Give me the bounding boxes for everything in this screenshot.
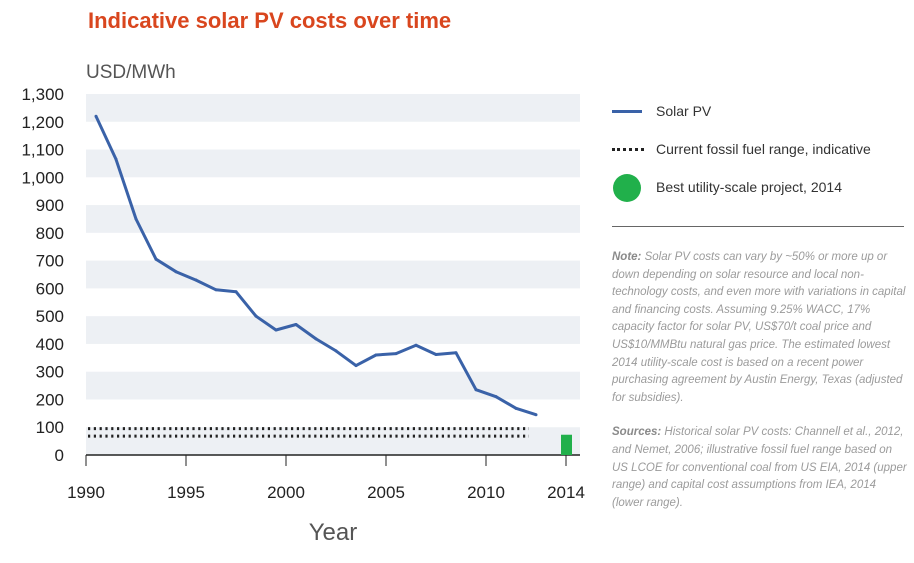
- solar-pv-point: [174, 270, 178, 274]
- x-tick-label: 2014: [547, 483, 585, 502]
- x-tick-label: 2000: [267, 483, 305, 502]
- y-tick-label: 700: [36, 252, 64, 271]
- sources-paragraph: Sources: Historical solar PV costs: Chan…: [612, 424, 908, 512]
- x-tick-label: 1990: [67, 483, 105, 502]
- grid-band: [86, 94, 580, 122]
- y-tick-label: 0: [55, 446, 64, 465]
- solar-pv-point: [214, 288, 218, 292]
- solar-pv-point: [134, 217, 138, 221]
- y-tick-label: 1,300: [21, 85, 64, 104]
- y-tick-label: 600: [36, 279, 64, 298]
- solar-pv-point: [394, 352, 398, 356]
- y-tick-label: 300: [36, 363, 64, 382]
- solar-pv-point: [374, 353, 378, 357]
- note-paragraph: Note: Solar PV costs can vary by ~50% or…: [612, 249, 908, 407]
- solar-pv-point: [414, 343, 418, 347]
- solar-pv-point: [354, 364, 358, 368]
- y-tick-label: 200: [36, 390, 64, 409]
- y-tick-label: 1,000: [21, 168, 64, 187]
- x-tick-label: 2010: [467, 483, 505, 502]
- x-tick-label: 1995: [167, 483, 205, 502]
- legend-item-solar-pv: Solar PV: [612, 96, 902, 134]
- legend-divider: [612, 226, 904, 227]
- solar-pv-point: [94, 114, 98, 118]
- solar-pv-point: [474, 388, 478, 392]
- solar-pv-point: [154, 257, 158, 261]
- solar-pv-point: [434, 352, 438, 356]
- legend-label-solar-pv: Solar PV: [656, 103, 712, 119]
- y-tick-label: 1,100: [21, 141, 64, 160]
- solar-pv-point: [534, 413, 538, 417]
- y-tick-label: 800: [36, 224, 64, 243]
- solar-pv-point: [334, 349, 338, 353]
- y-tick-label: 500: [36, 307, 64, 326]
- solar-pv-point: [234, 290, 238, 294]
- solar-pv-point: [194, 278, 198, 282]
- note-label: Note:: [612, 251, 642, 263]
- sources-text: Historical solar PV costs: Channell et a…: [612, 426, 907, 509]
- grid-band: [86, 427, 580, 455]
- notes-panel: Note: Solar PV costs can vary by ~50% or…: [612, 249, 908, 529]
- y-tick-label: 100: [36, 418, 64, 437]
- solar-pv-point: [254, 314, 258, 318]
- solar-pv-point: [114, 157, 118, 161]
- legend-item-fossil-range: Current fossil fuel range, indicative: [612, 134, 902, 172]
- grid-band: [86, 371, 580, 400]
- x-tick-label: 2005: [367, 483, 405, 502]
- grid-band: [86, 149, 580, 178]
- grid-band: [86, 260, 580, 289]
- y-tick-label: 1,200: [21, 113, 64, 132]
- legend-label-best-project: Best utility-scale project, 2014: [656, 179, 842, 195]
- note-text: Solar PV costs can vary by ~50% or more …: [612, 251, 906, 404]
- sources-label: Sources:: [612, 426, 662, 439]
- legend: Solar PV Current fossil fuel range, indi…: [612, 96, 902, 210]
- best-project-bar: [561, 434, 572, 455]
- y-tick-label: 400: [36, 335, 64, 354]
- grid-band: [86, 316, 580, 344]
- grid-band: [86, 205, 580, 233]
- y-axis-label: USD/MWh: [86, 62, 176, 83]
- solar-pv-point: [454, 351, 458, 355]
- legend-dotted-swatch: [612, 142, 644, 158]
- solar-pv-point: [494, 395, 498, 399]
- x-axis-label: Year: [309, 519, 358, 546]
- solar-pv-point: [314, 337, 318, 341]
- solar-pv-point: [274, 328, 278, 332]
- chart-title: Indicative solar PV costs over time: [88, 8, 452, 33]
- legend-line-swatch: [612, 104, 644, 120]
- legend-circle-swatch: [612, 174, 644, 202]
- y-tick-label: 900: [36, 196, 64, 215]
- legend-label-fossil-range: Current fossil fuel range, indicative: [656, 141, 871, 157]
- solar-pv-point: [514, 406, 518, 410]
- chart-plot: 0 100 200 300 400 500 600 700 800 900 1,000 1,100 1,…: [21, 62, 585, 546]
- solar-pv-point: [294, 322, 298, 326]
- legend-item-best-project: Best utility-scale project, 2014: [612, 172, 902, 210]
